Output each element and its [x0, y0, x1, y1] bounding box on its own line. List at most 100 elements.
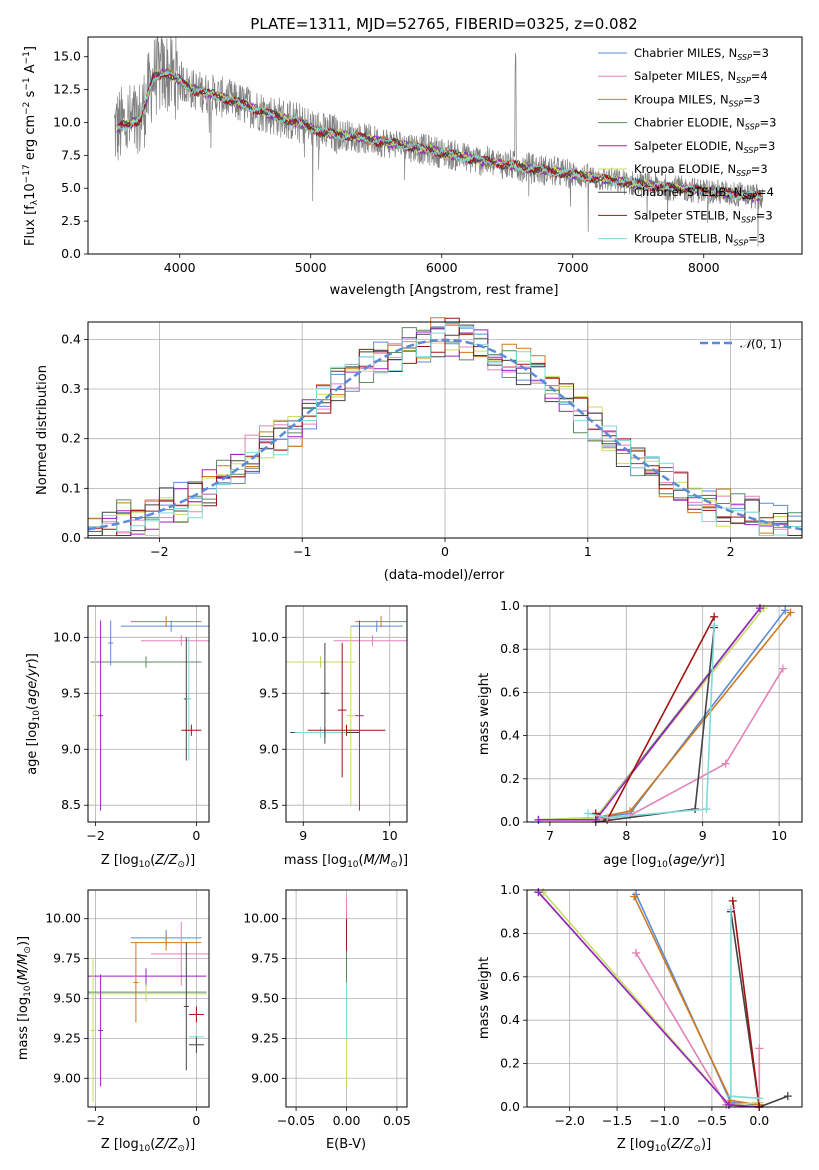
mass-age-xtick-label: 10	[382, 828, 398, 843]
age-weight-marker-salpeter-stelib	[591, 809, 600, 818]
spectrum-ylabel: Flux [fλ10−17 erg cm−2 s−1 A−1]	[22, 46, 40, 246]
z-mass-plot-area: −2 0 9.00 9.25 9.50 9.75 10.00	[45, 890, 209, 1128]
mass-age-ytick-label: 8.5	[259, 797, 279, 812]
age-weight-ytick-label: 0.8	[500, 641, 520, 656]
ebv-mass-ytick-label: 10.00	[243, 911, 279, 926]
spectrum-ticks: 4000 5000 6000 7000 8000 0.0 2.5 5.0 7.5 10.0 12.5…	[53, 49, 720, 275]
age-weight-marker-kroupa-stelib	[603, 813, 612, 822]
residuals-legend: 𝒩(0, 1)	[700, 337, 782, 351]
z-weight-xtick-label: −1.5	[602, 1113, 632, 1128]
model-spectrum-salpeter-elodie	[116, 67, 762, 203]
residuals-xtick-label: −1	[293, 544, 311, 559]
ebv-mass-xtick-label: 0.05	[383, 1113, 411, 1128]
mass-age-plot-area: 9 10 8.5 9.0 9.5 10.0	[251, 606, 407, 843]
residuals-ytick-label: 0.0	[61, 530, 81, 545]
ebv-mass-xlabel: E(B-V)	[326, 1137, 366, 1152]
age-weight-xtick-label: 8	[622, 828, 630, 843]
residuals-ytick-label: 0.4	[61, 331, 81, 346]
spectrum-panel: PLATE=1311, MJD=52765, FIBERID=0325, z=0…	[22, 15, 803, 298]
spectrum-xtick-label: 7000	[557, 260, 589, 275]
z-weight-ytick-label: 0.0	[500, 1099, 520, 1114]
mass-age-ytick-label: 9.0	[259, 741, 279, 756]
z-age-ylabel: age [log10(age/yr)]	[25, 653, 42, 775]
age-weight-marker-salpeter-miles	[721, 759, 730, 768]
age-weight-line-kroupa-stelib	[587, 625, 715, 819]
z-age-xlabel: Z [log10(Z/Z⊙)]	[101, 853, 195, 870]
spectrum-ytick-label: 12.5	[53, 82, 81, 97]
z-weight-ytick-label: 0.4	[500, 1012, 520, 1027]
mass-age-frame	[285, 605, 408, 823]
age-weight-marker-salpeter-elodie	[755, 604, 764, 613]
age-weight-panel: 7 8 9 10 0.0 0.2 0.4 0.6 0.8 1.0 age [log10(age/y…	[477, 598, 803, 870]
z-age-ytick-label: 9.5	[61, 685, 81, 700]
z-weight-ylabel: mass weight	[477, 957, 492, 1039]
z-age-panel: −2 0 8.5 9.0 9.5 10.0 Z [log10(Z/Z⊙)] age [lo…	[25, 605, 210, 870]
spectrum-plot-area	[113, 37, 764, 247]
z-weight-marker-kroupa-stelib	[726, 1092, 735, 1101]
age-weight-ylabel: mass weight	[477, 673, 492, 755]
model-spectrum-kroupa-stelib	[116, 69, 762, 201]
z-mass-frame	[87, 889, 210, 1108]
residuals-xtick-label: 1	[584, 544, 592, 559]
ebv-mass-ytick-label: 9.75	[251, 951, 279, 966]
residuals-plot-area	[87, 317, 803, 536]
mass-age-panel: 9 10 8.5 9.0 9.5 10.0 mass [log10(M/M⊙)]	[251, 605, 408, 870]
residuals-grid: −2 −1 0 1 2 0.0 0.1 0.2 0.3 0.4	[61, 322, 802, 559]
z-age-ytick-label: 8.5	[61, 797, 81, 812]
mass-age-ytick-label: 9.5	[259, 685, 279, 700]
age-weight-ytick-label: 0.0	[500, 814, 520, 829]
legend-label-salpeter-elodie: Salpeter ELODIE, NSSP=3	[634, 139, 775, 155]
z-weight-ytick-label: 0.6	[500, 969, 520, 984]
z-age-xtick-label: −2	[86, 828, 104, 843]
age-weight-ytick-label: 0.6	[500, 684, 520, 699]
age-weight-marker-kroupa-miles	[786, 608, 795, 617]
age-weight-marker-kroupa-stelib	[702, 805, 711, 814]
z-mass-ytick-label: 9.75	[53, 951, 81, 966]
z-mass-xtick-label: 0	[192, 1113, 200, 1128]
age-weight-marker-salpeter-elodie	[534, 815, 543, 824]
spectrum-ytick-label: 0.0	[61, 246, 81, 261]
residuals-xlabel: (data-model)/error	[384, 568, 505, 583]
age-weight-line-chabrier-stelib	[595, 627, 715, 823]
age-weight-marker-kroupa-stelib	[584, 809, 593, 818]
age-weight-line-salpeter-miles	[595, 668, 784, 821]
z-mass-ytick-label: 9.25	[53, 1030, 81, 1045]
residuals-xtick-label: 0	[441, 544, 449, 559]
spectrum-ytick-label: 10.0	[53, 114, 81, 129]
normal-legend-label: 𝒩(0, 1)	[740, 337, 782, 351]
mass-age-xtick-label: 9	[299, 828, 307, 843]
residuals-ylabel: Normed distribution	[35, 365, 50, 495]
z-age-plot-area: −2 0 8.5 9.0 9.5 10.0	[53, 606, 209, 843]
z-age-frame	[87, 605, 210, 823]
age-weight-xtick-label: 10	[771, 828, 787, 843]
z-weight-line-kroupa-elodie	[542, 891, 760, 1106]
legend-label-kroupa-miles: Kroupa MILES, NSSP=3	[634, 92, 760, 108]
z-mass-ytick-label: 9.50	[53, 991, 81, 1006]
age-weight-ytick-label: 0.4	[500, 728, 520, 743]
legend-label-chabrier-stelib: Chabrier STELIB, NSSP=4	[634, 185, 774, 201]
z-weight-plot-area: −2.0 −1.5 −1.0 −0.5 0.0 0.0 0.2 0.4 0.6 0.8 1.0	[500, 882, 802, 1128]
residuals-ytick-label: 0.3	[61, 381, 81, 396]
z-weight-marker-salpeter-miles	[632, 948, 641, 957]
z-weight-marker-chabrier-stelib	[783, 1092, 792, 1101]
legend-label-chabrier-miles: Chabrier MILES, NSSP=3	[634, 46, 769, 62]
spectrum-ytick-label: 5.0	[61, 180, 81, 195]
spectrum-xtick-label: 6000	[426, 260, 458, 275]
z-age-ytick-label: 10.0	[53, 629, 81, 644]
spectrum-xtick-label: 8000	[688, 260, 720, 275]
ebv-mass-xtick-label: −0.05	[277, 1113, 315, 1128]
z-weight-panel: −2.0 −1.5 −1.0 −0.5 0.0 0.0 0.2 0.4 0.6 0.8 1.0 Z …	[477, 882, 803, 1154]
z-mass-panel: −2 0 9.00 9.25 9.50 9.75 10.00 Z [log10(Z/Z⊙)]…	[16, 889, 210, 1154]
ebv-mass-panel: −0.05 0.00 0.05 9.00 9.25 9.50 9.75 10.00 E(B-V…	[243, 889, 411, 1152]
age-weight-xtick-label: 9	[699, 828, 707, 843]
z-weight-marker-kroupa-stelib	[726, 905, 735, 914]
ebv-mass-ytick-label: 9.50	[251, 991, 279, 1006]
legend-label-salpeter-miles: Salpeter MILES, NSSP=4	[634, 69, 768, 85]
age-weight-frame	[526, 605, 803, 823]
z-weight-xtick-label: −1.0	[649, 1113, 679, 1128]
z-age-xtick-label: 0	[192, 828, 200, 843]
age-weight-plot-area: 7 8 9 10 0.0 0.2 0.4 0.6 0.8 1.0	[500, 598, 802, 843]
spectrum-xlabel: wavelength [Angstrom, rest frame]	[330, 283, 559, 298]
legend-label-chabrier-elodie: Chabrier ELODIE, NSSP=3	[634, 116, 776, 132]
